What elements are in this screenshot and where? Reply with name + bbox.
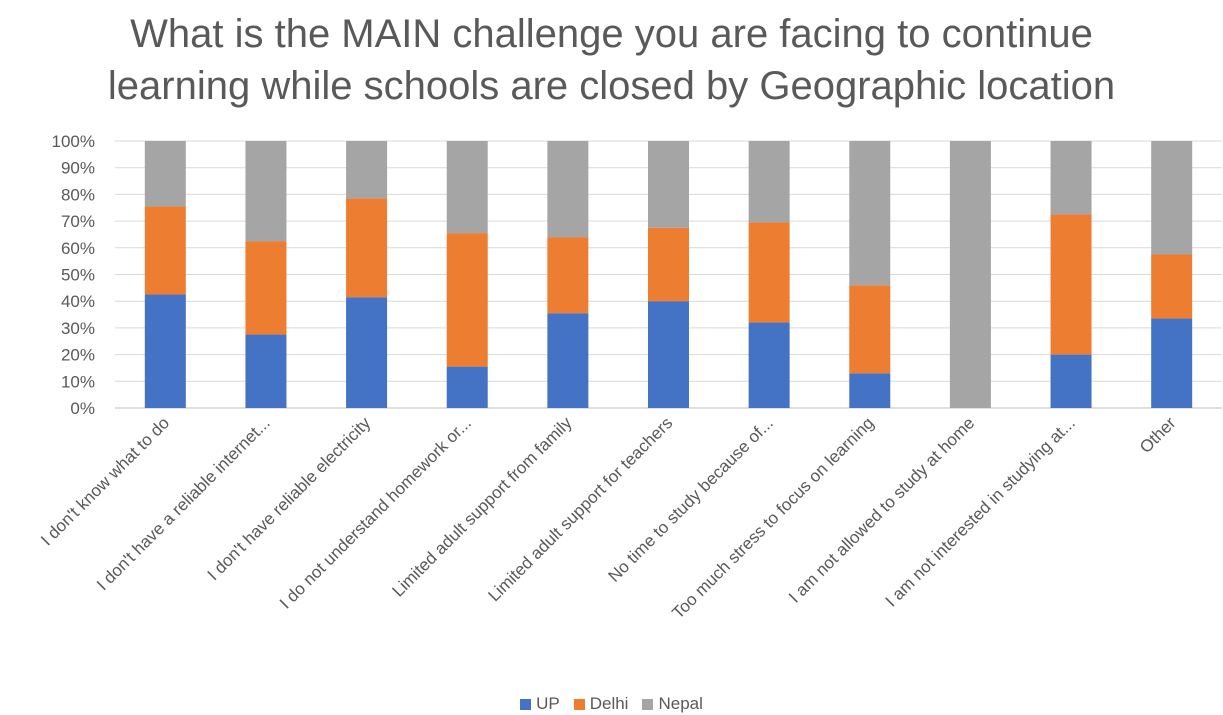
bar-segment-nepal bbox=[245, 141, 287, 242]
bar-segment-up bbox=[849, 373, 891, 408]
x-tick-label: Limited adult support from family bbox=[389, 413, 576, 600]
y-tick-label: 70% bbox=[61, 212, 95, 231]
y-tick-label: 100% bbox=[52, 132, 95, 151]
legend-label-delhi: Delhi bbox=[589, 694, 629, 713]
bar-segment-up bbox=[748, 322, 790, 408]
x-tick-label: I do not understand homework or... bbox=[276, 413, 475, 612]
chart-title-line-1: What is the MAIN challenge you are facin… bbox=[130, 12, 1093, 56]
bar-segment-up bbox=[446, 366, 488, 408]
legend-item-nepal: Nepal bbox=[642, 694, 703, 714]
bar-segment-delhi bbox=[648, 227, 689, 302]
bar-segment-delhi bbox=[748, 222, 790, 323]
y-tick-label: 20% bbox=[61, 346, 95, 365]
bar-segment-nepal bbox=[446, 141, 488, 234]
bar-segment-nepal bbox=[748, 141, 790, 223]
bar-segment-up bbox=[245, 334, 287, 408]
y-tick-label: 50% bbox=[61, 266, 95, 285]
legend-item-up: UP bbox=[520, 694, 560, 714]
y-tick-label: 90% bbox=[61, 159, 95, 178]
bar-segment-delhi bbox=[245, 241, 287, 335]
y-tick-label: 60% bbox=[61, 239, 95, 258]
chart-legend: UP Delhi Nepal bbox=[0, 694, 1223, 714]
bar-segment-nepal bbox=[1050, 141, 1092, 215]
bar-segment-delhi bbox=[849, 285, 891, 374]
legend-label-up: UP bbox=[536, 694, 560, 713]
bar-segment-nepal bbox=[144, 141, 186, 207]
bar-segment-up bbox=[346, 297, 388, 408]
bar-segment-up bbox=[648, 301, 689, 408]
bar-segment-delhi bbox=[346, 198, 388, 298]
y-tick-label: 0% bbox=[70, 399, 95, 418]
bar-segment-nepal bbox=[346, 141, 388, 199]
bar-segment-nepal bbox=[949, 141, 991, 408]
legend-label-nepal: Nepal bbox=[658, 694, 703, 713]
chart-title: What is the MAIN challenge you are facin… bbox=[0, 8, 1223, 112]
bar-segment-up bbox=[1050, 354, 1092, 408]
bar-segment-delhi bbox=[547, 237, 589, 314]
bar-segment-delhi bbox=[1050, 214, 1092, 355]
bar-segment-nepal bbox=[1151, 141, 1193, 255]
x-tick-label: I am not allowed to study at home bbox=[785, 413, 978, 606]
legend-swatch-nepal bbox=[642, 698, 654, 710]
y-tick-label: 40% bbox=[61, 292, 95, 311]
x-tick-label: I don't have reliable electricity bbox=[204, 413, 375, 584]
bar-segment-up bbox=[144, 294, 186, 408]
y-tick-label: 30% bbox=[61, 319, 95, 338]
x-tick-label: I am not interested in studying at... bbox=[882, 413, 1079, 610]
bar-segment-nepal bbox=[849, 141, 891, 286]
bar-segment-up bbox=[547, 313, 589, 408]
bar-segment-nepal bbox=[547, 141, 589, 238]
legend-swatch-delhi bbox=[573, 698, 585, 710]
x-tick-label: Too much stress to focus on learning bbox=[668, 413, 877, 622]
x-tick-label: No time to study because of... bbox=[604, 413, 776, 585]
x-tick-label: Limited adult support for teachers bbox=[484, 413, 676, 605]
legend-item-delhi: Delhi bbox=[573, 694, 629, 714]
bar-segment-delhi bbox=[446, 233, 488, 367]
legend-swatch-up bbox=[520, 698, 532, 710]
x-tick-label: I don't have a reliable internet... bbox=[93, 413, 274, 594]
y-tick-label: 80% bbox=[61, 185, 95, 204]
y-tick-label: 10% bbox=[61, 372, 95, 391]
x-tick-label: Other bbox=[1136, 413, 1180, 457]
bar-segment-delhi bbox=[144, 206, 186, 295]
bar-segment-delhi bbox=[1151, 254, 1193, 319]
bar-segment-nepal bbox=[648, 141, 689, 228]
bar-segment-up bbox=[1151, 318, 1193, 408]
chart-title-line-2: learning while schools are closed by Geo… bbox=[107, 64, 1116, 108]
